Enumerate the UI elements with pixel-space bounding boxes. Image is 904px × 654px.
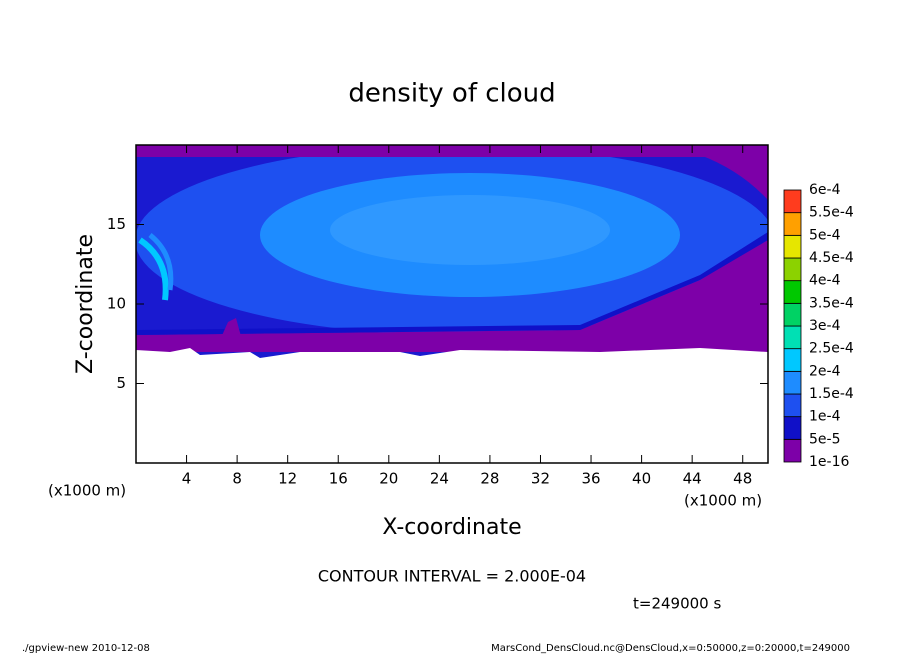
time-label: t=249000 s <box>633 595 721 613</box>
chart-title: density of cloud <box>348 79 555 109</box>
colorbar-box <box>783 348 802 372</box>
colorbar-box <box>783 212 802 236</box>
colorbar-box <box>783 257 802 282</box>
y-tick-label: 10 <box>107 295 126 313</box>
colorbar-label: 2.5e-4 <box>809 341 854 357</box>
colorbar-label: 2e-4 <box>809 363 841 379</box>
footer-left: ./gpview-new 2010-12-08 <box>22 643 150 654</box>
x-tick-label: 8 <box>232 470 242 488</box>
footer-right: MarsCond_DensCloud.nc@DensCloud,x=0:5000… <box>491 643 850 654</box>
x-tick-label: 28 <box>480 470 499 488</box>
colorbar-box <box>783 438 802 463</box>
x-tick-label: 4 <box>182 470 192 488</box>
colorbar-box <box>783 370 802 395</box>
contour-interval: CONTOUR INTERVAL = 2.000E-04 <box>318 567 586 586</box>
colorbar-label: 4e-4 <box>809 273 841 289</box>
x-unit-right: (x1000 m) <box>684 492 762 510</box>
colorbar-label: 1.5e-4 <box>809 386 854 402</box>
x-tick-label: 32 <box>531 470 550 488</box>
colorbar-label: 5e-5 <box>809 431 840 447</box>
x-axis-label: X-coordinate <box>382 515 521 540</box>
colorbar-label: 3e-4 <box>809 318 841 334</box>
x-tick-label: 36 <box>581 470 600 488</box>
colorbar-label: 4.5e-4 <box>809 250 854 266</box>
colorbar-label: 1e-4 <box>809 409 841 425</box>
colorbar-label: 5e-4 <box>809 227 841 243</box>
x-tick-label: 44 <box>683 470 702 488</box>
colorbar-label: 5.5e-4 <box>809 205 854 221</box>
colorbar-box <box>783 393 802 418</box>
y-tick-label: 15 <box>107 215 126 233</box>
contour-field <box>136 145 768 463</box>
x-tick-label: 40 <box>632 470 651 488</box>
y-axis-label: Z-coordinate <box>73 234 98 374</box>
x-tick-label: 48 <box>733 470 752 488</box>
colorbar-label: 1e-16 <box>809 454 849 470</box>
x-tick-label: 12 <box>278 470 297 488</box>
colorbar-box <box>783 416 802 440</box>
x-tick-label: 16 <box>329 470 348 488</box>
colorbar-box <box>783 302 802 327</box>
colorbar-label: 3.5e-4 <box>809 295 854 311</box>
colorbar-label: 6e-4 <box>809 182 841 198</box>
x-tick-label: 20 <box>379 470 398 488</box>
y-tick-label: 5 <box>116 374 126 392</box>
x-tick-label: 24 <box>430 470 449 488</box>
colorbar-box <box>783 189 802 214</box>
colorbar-box <box>783 325 802 350</box>
x-unit-left: (x1000 m) <box>48 482 126 500</box>
colorbar-box <box>783 234 802 259</box>
colorbar-box <box>783 280 802 304</box>
